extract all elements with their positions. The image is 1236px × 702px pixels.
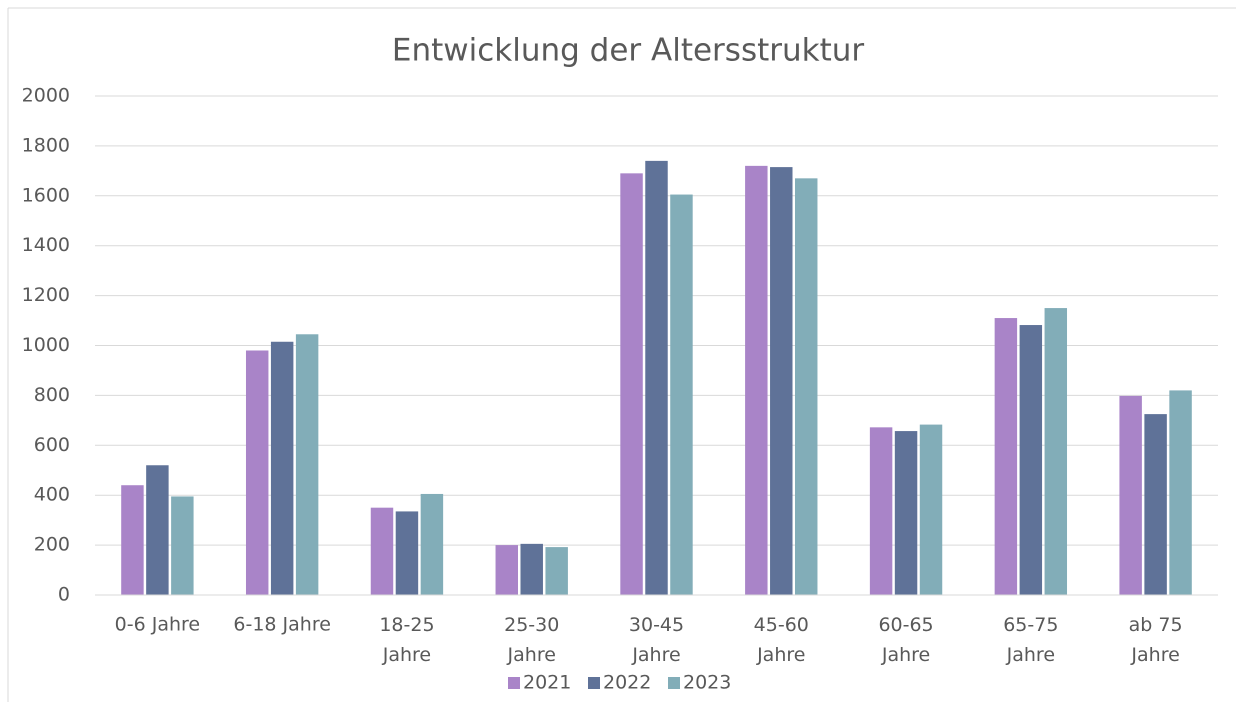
bar [245, 350, 269, 595]
legend-label: 2022 [603, 672, 651, 694]
bar [295, 334, 319, 595]
bar [520, 543, 543, 595]
legend-swatch [508, 677, 520, 689]
legend-swatch [588, 677, 600, 689]
x-tick-label: 30-45 Jahre [629, 614, 684, 666]
bar [395, 511, 419, 595]
y-tick-label: 0 [58, 584, 70, 606]
x-tick-label-line: Jahre [507, 644, 556, 666]
bar [1144, 414, 1167, 595]
y-tick-label: 1400 [22, 234, 70, 256]
bar [919, 424, 943, 595]
x-tick-label-line: Jahre [1006, 644, 1055, 666]
x-tick-label: 0-6 Jahre [115, 614, 200, 636]
x-tick-label-line: 18-25 [379, 614, 434, 636]
x-tick-label: ab 75 Jahre [1129, 614, 1183, 666]
y-tick-label: 800 [34, 384, 70, 406]
bar [171, 496, 194, 595]
bar [495, 545, 518, 595]
x-tick-label-line: Jahre [382, 644, 431, 666]
bar [670, 194, 693, 596]
bar [1019, 325, 1043, 595]
bar [270, 341, 294, 595]
bar [1169, 390, 1192, 595]
x-tick-label-line: Jahre [631, 644, 680, 666]
x-tick-label: 18-25 Jahre [379, 614, 434, 666]
x-tick-label-line: 45-60 [754, 614, 809, 636]
bar [146, 465, 169, 595]
x-tick-label: 25-30 Jahre [504, 614, 559, 666]
legend-swatch [668, 677, 680, 689]
x-tick-label-line: 60-65 [878, 614, 933, 636]
bar [1044, 308, 1068, 595]
bar [869, 427, 893, 595]
chart-title: Entwicklung der Altersstruktur [392, 33, 865, 69]
x-tick-label-line: 30-45 [629, 614, 684, 636]
bar [894, 431, 918, 595]
bar [620, 173, 643, 595]
y-tick-label: 1200 [22, 284, 70, 306]
bar [121, 485, 144, 595]
bar [1119, 395, 1142, 595]
bar [994, 318, 1018, 595]
bar [370, 507, 394, 595]
bar [420, 493, 444, 595]
y-tick-label: 1600 [22, 184, 70, 206]
x-tick-label: 60-65 Jahre [878, 614, 933, 666]
legend-label: 2023 [683, 672, 731, 694]
x-tick-label: 65-75 Jahre [1003, 614, 1058, 666]
x-tick-label-line: Jahre [756, 644, 805, 666]
bar [745, 165, 768, 596]
bar [645, 160, 668, 595]
x-tick-label: 6-18 Jahre [233, 614, 331, 636]
y-tick-label: 2000 [22, 85, 70, 107]
x-tick-label-line: 25-30 [504, 614, 559, 636]
bar [545, 547, 568, 595]
x-tick-label-line: 65-75 [1003, 614, 1058, 636]
bar [795, 178, 818, 595]
legend-label: 2021 [523, 672, 571, 694]
x-tick-label-line: Jahre [881, 644, 930, 666]
y-tick-label: 1800 [22, 134, 70, 156]
y-tick-label: 200 [34, 534, 70, 556]
bar [770, 167, 793, 596]
x-tick-label: 45-60 Jahre [754, 614, 809, 666]
y-tick-label: 1000 [22, 334, 70, 356]
x-tick-label-line: Jahre [1130, 644, 1179, 666]
y-tick-label: 400 [34, 484, 70, 506]
y-tick-label: 600 [34, 434, 70, 456]
x-tick-label-line: ab 75 [1129, 614, 1183, 636]
